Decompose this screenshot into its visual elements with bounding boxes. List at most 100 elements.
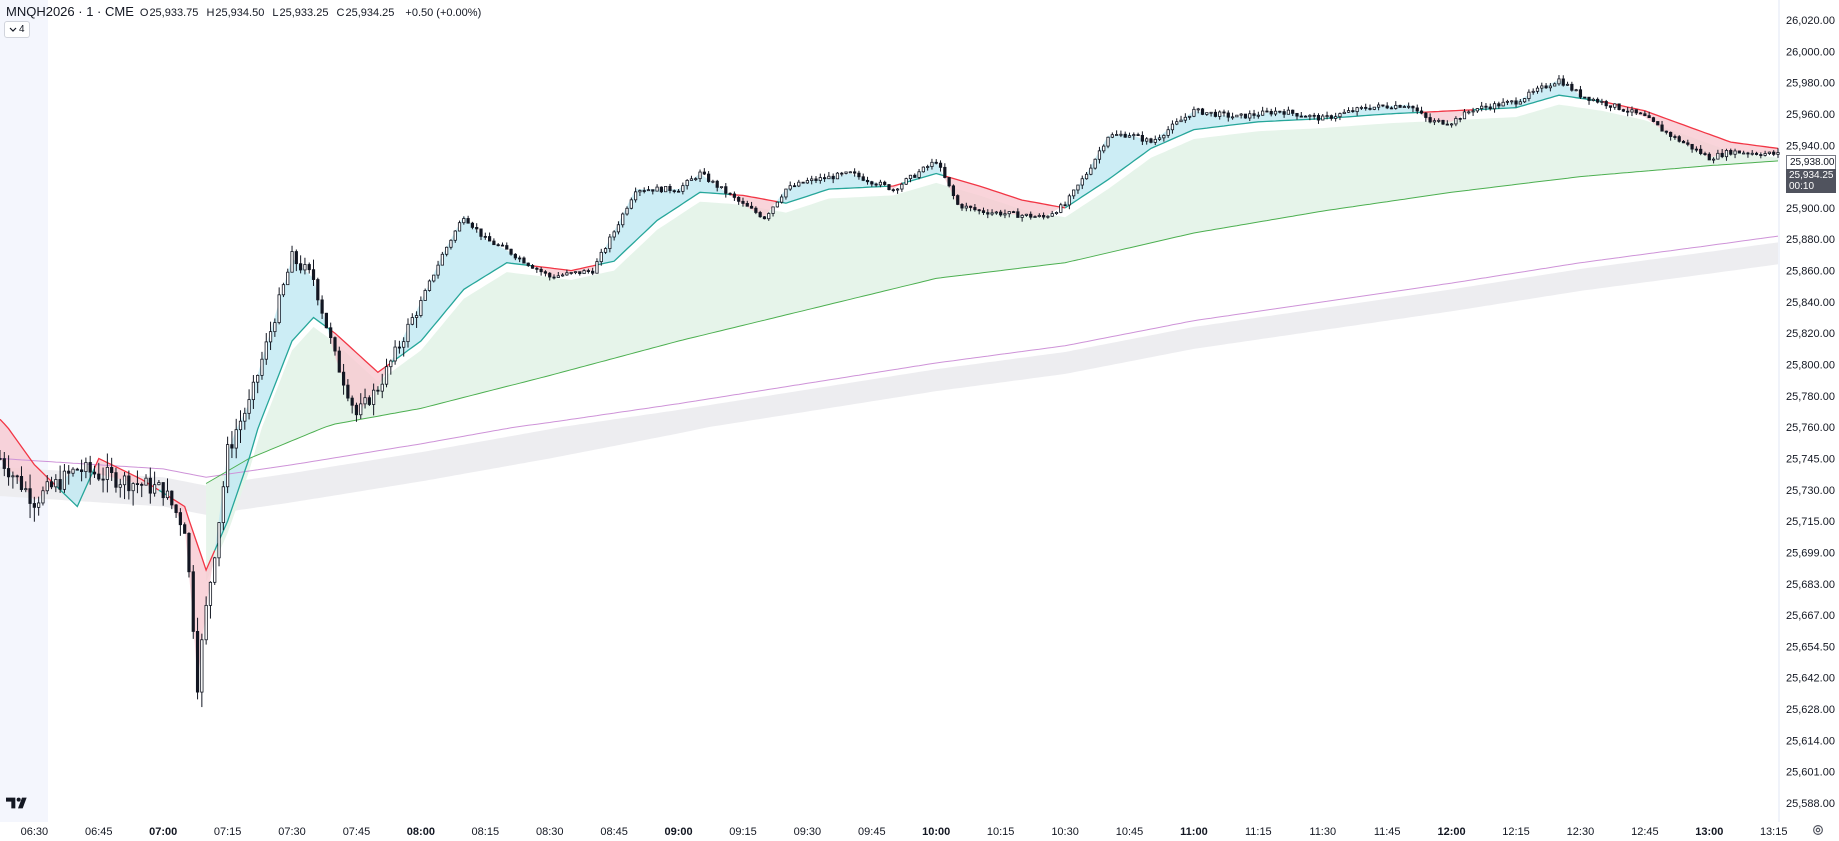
candle-body: [1359, 106, 1364, 109]
candle-body: [848, 171, 852, 174]
candle-body: [1707, 153, 1711, 161]
fast-ma-line-up: [214, 316, 332, 551]
candle-body: [1711, 158, 1716, 161]
candle-body: [1617, 103, 1621, 110]
candle-body: [350, 397, 354, 406]
price-tick-label: 25,745.00: [1786, 453, 1835, 465]
open-label: O: [139, 7, 149, 19]
candle-body: [1265, 110, 1269, 113]
candle-body: [900, 183, 904, 190]
candle-body: [1316, 114, 1321, 121]
time-tick-label: 07:30: [278, 826, 306, 838]
time-tick-label: 10:45: [1116, 826, 1144, 838]
price-tick-label: 25,800.00: [1786, 360, 1835, 372]
candle-body: [1742, 152, 1746, 155]
candle-body: [187, 532, 191, 573]
candle-body: [19, 476, 24, 490]
fast-ma-line-down: [167, 495, 216, 572]
candle-body: [174, 504, 178, 513]
candle-body: [238, 420, 243, 431]
candle-body: [1656, 121, 1660, 126]
candle-body: [784, 188, 788, 198]
candle-body: [367, 397, 371, 405]
ribbon-bands: [0, 79, 1779, 683]
bar-countdown: 00:10: [1789, 181, 1815, 192]
price-tick-label: 25,730.00: [1786, 485, 1835, 497]
candle-body: [964, 205, 968, 209]
price-tick-label: 25,642.00: [1786, 673, 1835, 685]
candle-body: [1059, 204, 1063, 213]
candle-body: [419, 300, 423, 316]
candle-body: [552, 276, 556, 279]
candle-body: [771, 206, 775, 214]
candle-body: [1102, 145, 1106, 152]
candle-body: [1308, 114, 1312, 118]
candle-body: [1033, 216, 1037, 218]
candle-body: [857, 172, 861, 178]
candle-body: [569, 272, 573, 274]
price-tick-label: 25,880.00: [1786, 234, 1835, 246]
candle-body: [1544, 85, 1548, 89]
candle-body: [483, 235, 487, 238]
fast-ma-line-down: [888, 182, 903, 187]
candle-body: [676, 190, 681, 193]
candle-body: [54, 479, 58, 488]
candle-body: [221, 486, 225, 524]
candle-body: [977, 209, 981, 212]
candle-body: [1351, 110, 1355, 113]
candle-body: [509, 248, 513, 255]
candle-body: [1016, 211, 1020, 218]
candle-body: [1535, 87, 1540, 92]
candle-body: [612, 231, 616, 238]
close-value: 25,934.25: [345, 7, 395, 19]
candle-body: [651, 189, 655, 192]
candle-body: [290, 251, 294, 273]
candle-body: [530, 265, 535, 269]
candle-body: [664, 185, 668, 193]
candle-body: [11, 475, 15, 478]
candle-body: [492, 240, 496, 246]
indicator-count: 4: [19, 24, 25, 35]
candle-body: [1140, 134, 1144, 142]
candle-body: [780, 196, 784, 203]
price-axis[interactable]: [1780, 0, 1839, 841]
tradingview-logo-icon[interactable]: [6, 796, 30, 810]
candle-body: [178, 512, 182, 526]
gear-icon[interactable]: [1811, 823, 1825, 837]
price-tick-label: 25,588.00: [1786, 798, 1835, 810]
candle-body: [200, 639, 204, 693]
candle-body: [1325, 115, 1329, 118]
candle-body: [818, 177, 822, 181]
fast-band-up: [1473, 79, 1602, 110]
candle-body: [655, 186, 659, 192]
symbol-title[interactable]: MNQH2026 · 1 · CME: [6, 4, 134, 19]
candle-body: [1467, 111, 1471, 114]
time-tick-label: 09:30: [794, 826, 822, 838]
candle-body: [299, 263, 303, 271]
candle-body: [1329, 115, 1333, 119]
candle-body: [475, 227, 479, 230]
time-tick-label: 09:45: [858, 826, 886, 838]
candle-body: [320, 299, 324, 314]
candle-body: [874, 183, 878, 186]
candle-body: [1540, 85, 1544, 89]
candle-body: [1557, 78, 1561, 85]
candle-body: [745, 203, 749, 207]
candle-body: [230, 444, 234, 449]
candle-body: [1587, 96, 1591, 101]
candle-body: [427, 280, 432, 291]
fast-band-down: [330, 330, 391, 415]
fast-ma-line-up: [55, 467, 96, 508]
candle-body: [1647, 115, 1651, 119]
candle-body: [930, 161, 934, 167]
candle-body: [303, 264, 307, 271]
indicators-collapse-button[interactable]: 4: [4, 21, 30, 38]
candle-body: [1548, 85, 1552, 89]
price-tick-label: 25,683.00: [1786, 579, 1835, 591]
candle-body: [938, 162, 943, 168]
candle-body: [1720, 152, 1724, 158]
price-tick-label: 26,020.00: [1786, 15, 1835, 27]
candle-body: [436, 264, 440, 276]
candle-body: [895, 188, 900, 191]
